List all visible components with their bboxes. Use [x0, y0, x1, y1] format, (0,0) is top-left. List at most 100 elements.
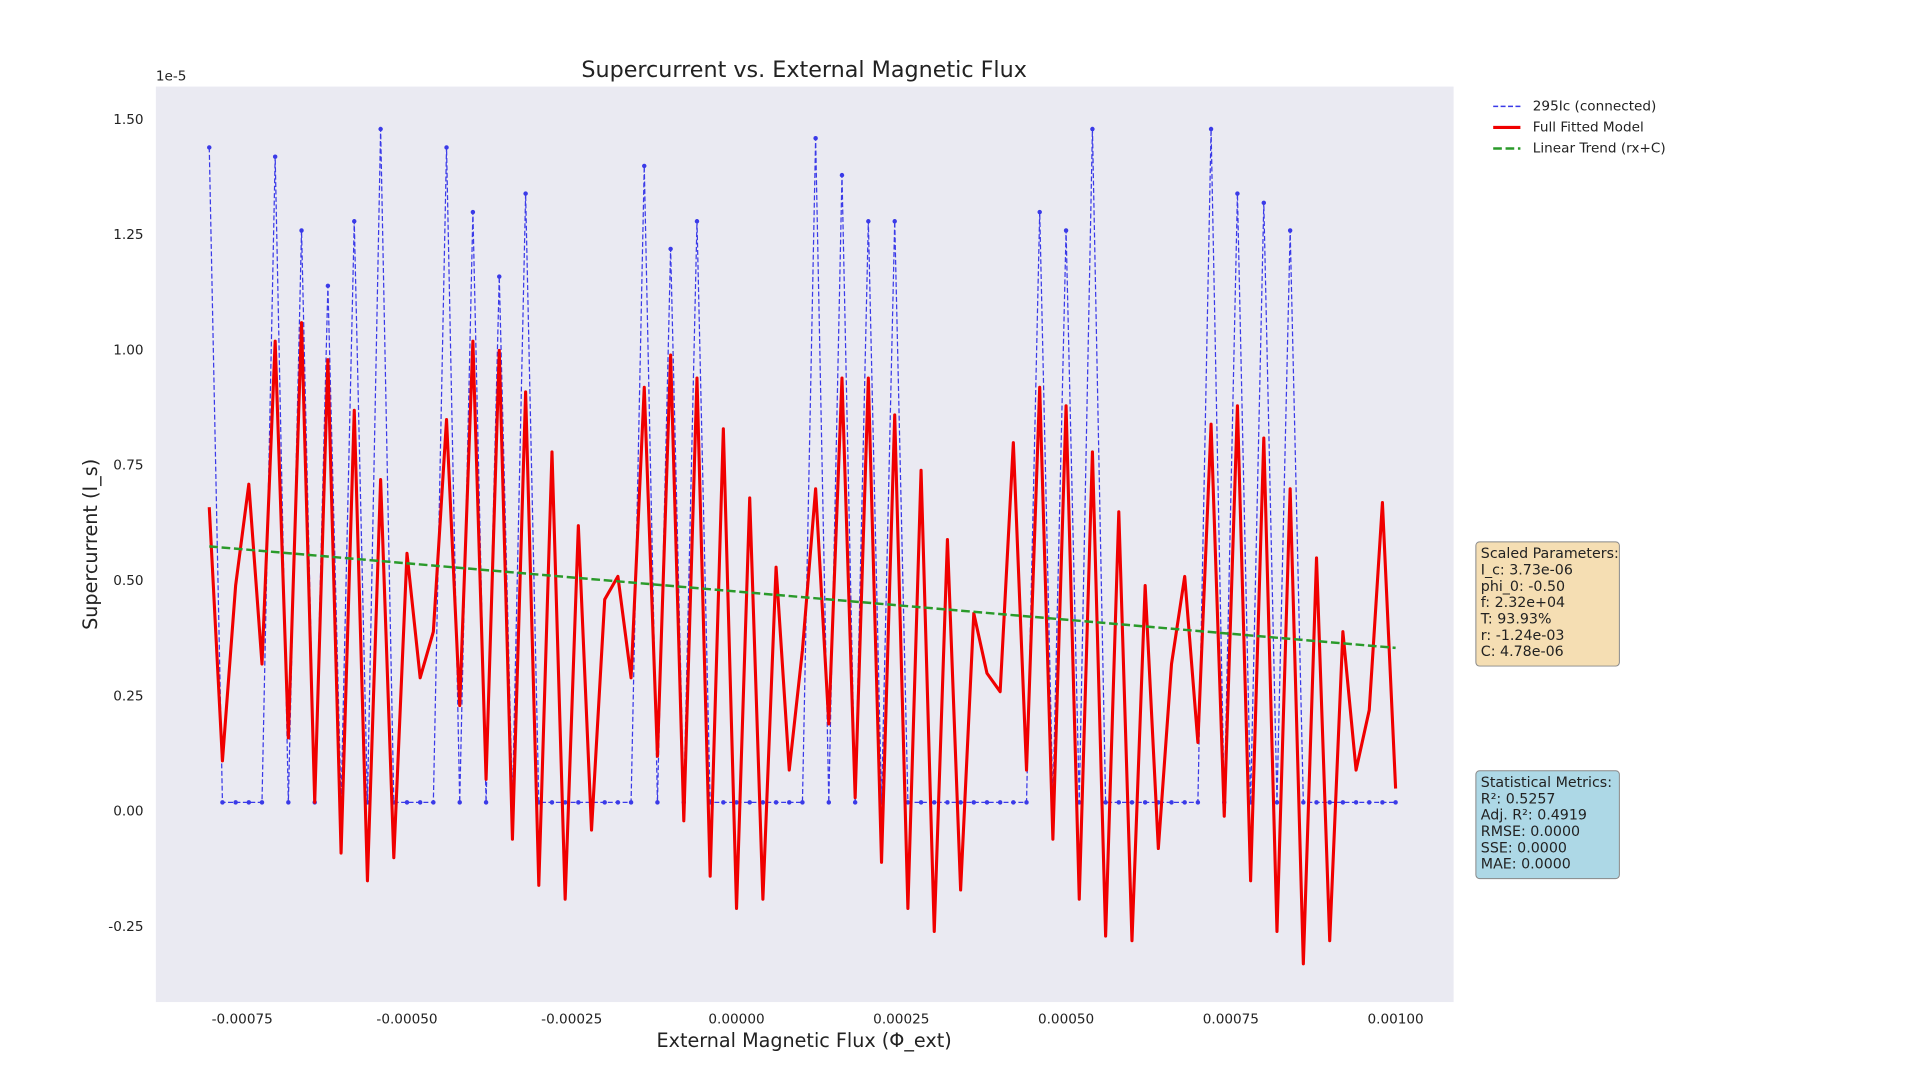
point — [932, 800, 937, 805]
point — [866, 219, 871, 224]
point — [1287, 228, 1293, 233]
x-tick-label: -0.00025 — [541, 1011, 602, 1027]
point — [1116, 800, 1122, 805]
x-tick-label: 0.00050 — [1038, 1011, 1094, 1027]
y-tick-label: 0.50 — [113, 573, 143, 589]
point — [220, 800, 225, 805]
point — [1274, 800, 1280, 805]
point — [576, 800, 581, 805]
point — [721, 800, 726, 805]
y-tick-label: 0.00 — [113, 804, 143, 820]
point — [523, 191, 528, 196]
point — [826, 800, 832, 805]
point — [1169, 800, 1174, 805]
point — [787, 800, 792, 805]
point — [352, 219, 357, 224]
point — [852, 800, 858, 805]
x-tick-label: 0.00000 — [708, 1011, 764, 1027]
point — [800, 800, 805, 805]
point — [299, 228, 304, 233]
y-axis-label: Supercurrent (I_s) — [79, 459, 102, 630]
y-tick-label: -0.25 — [108, 919, 143, 935]
annotation-text: C: 4.78e-06 — [1481, 644, 1564, 660]
point — [497, 274, 502, 279]
point — [457, 800, 462, 805]
y-tick-label: 0.75 — [113, 458, 143, 474]
point — [773, 800, 779, 805]
point — [1380, 800, 1385, 805]
annotation-text: I_c: 3.73e-06 — [1481, 563, 1573, 579]
annotation-text: T: 93.93% — [1480, 612, 1552, 628]
point — [918, 800, 924, 805]
annotation-text: MAE: 0.0000 — [1481, 857, 1571, 873]
annotation-text: r: -1.24e-03 — [1481, 628, 1565, 644]
point — [1142, 800, 1148, 805]
point — [615, 800, 621, 805]
point — [549, 800, 555, 805]
point — [958, 800, 963, 805]
point — [1314, 800, 1319, 805]
point — [668, 246, 673, 252]
point — [892, 219, 897, 224]
legend-label: Full Fitted Model — [1533, 119, 1644, 135]
x-axis-label: External Magnetic Flux (Φ_ext) — [657, 1029, 952, 1052]
point — [207, 145, 212, 150]
point — [1024, 800, 1029, 805]
series-line — [207, 321, 1398, 966]
point — [1235, 191, 1240, 196]
point — [1195, 800, 1201, 805]
annotation-text: RMSE: 0.0000 — [1481, 824, 1580, 840]
point — [246, 800, 252, 805]
point — [747, 800, 752, 805]
y-tick-label: 1.00 — [113, 342, 143, 358]
annotation-text: Adj. R²: 0.4919 — [1481, 808, 1587, 824]
point — [1208, 126, 1214, 132]
point — [1011, 800, 1016, 805]
chart-title: Supercurrent vs. External Magnetic Flux — [581, 57, 1027, 83]
annotation-text: SSE: 0.0000 — [1481, 840, 1567, 856]
y-tick-label: 1.50 — [113, 112, 143, 128]
point — [378, 126, 383, 132]
point — [997, 800, 1003, 805]
point — [971, 800, 977, 805]
point — [470, 209, 476, 215]
point — [945, 800, 950, 805]
point — [628, 800, 634, 805]
point — [813, 136, 818, 141]
x-tick-label: 0.00075 — [1203, 1011, 1259, 1027]
x-tick-label: -0.00050 — [376, 1011, 437, 1027]
point — [1393, 800, 1398, 805]
point — [839, 172, 845, 178]
x-tick-label: -0.00075 — [212, 1011, 273, 1027]
point — [1327, 800, 1332, 805]
point — [905, 800, 911, 805]
point — [1301, 800, 1306, 805]
annotation-box — [1475, 770, 1620, 880]
point — [760, 800, 766, 805]
annotation-text: R²: 0.5257 — [1481, 791, 1556, 807]
point — [259, 800, 265, 805]
point — [417, 800, 423, 805]
point — [483, 800, 489, 805]
x-tick-label: 0.00025 — [873, 1011, 929, 1027]
series-line — [209, 545, 1396, 650]
annotation-text: Scaled Parameters: — [1481, 546, 1619, 562]
annotation-text: Statistical Metrics: — [1481, 775, 1612, 791]
point — [272, 154, 278, 159]
legend-label: 295Ic (connected) — [1533, 98, 1657, 114]
point — [1037, 209, 1042, 215]
point — [1103, 800, 1108, 805]
point — [655, 800, 660, 805]
y-tick-label: 0.25 — [113, 688, 143, 704]
point — [984, 800, 990, 805]
point — [286, 800, 291, 805]
point — [1340, 800, 1346, 805]
point — [602, 800, 607, 805]
point — [1353, 800, 1359, 805]
x-tick-label: 0.00100 — [1367, 1011, 1423, 1027]
point — [1261, 200, 1267, 206]
point — [1090, 126, 1095, 132]
point — [1182, 800, 1187, 805]
